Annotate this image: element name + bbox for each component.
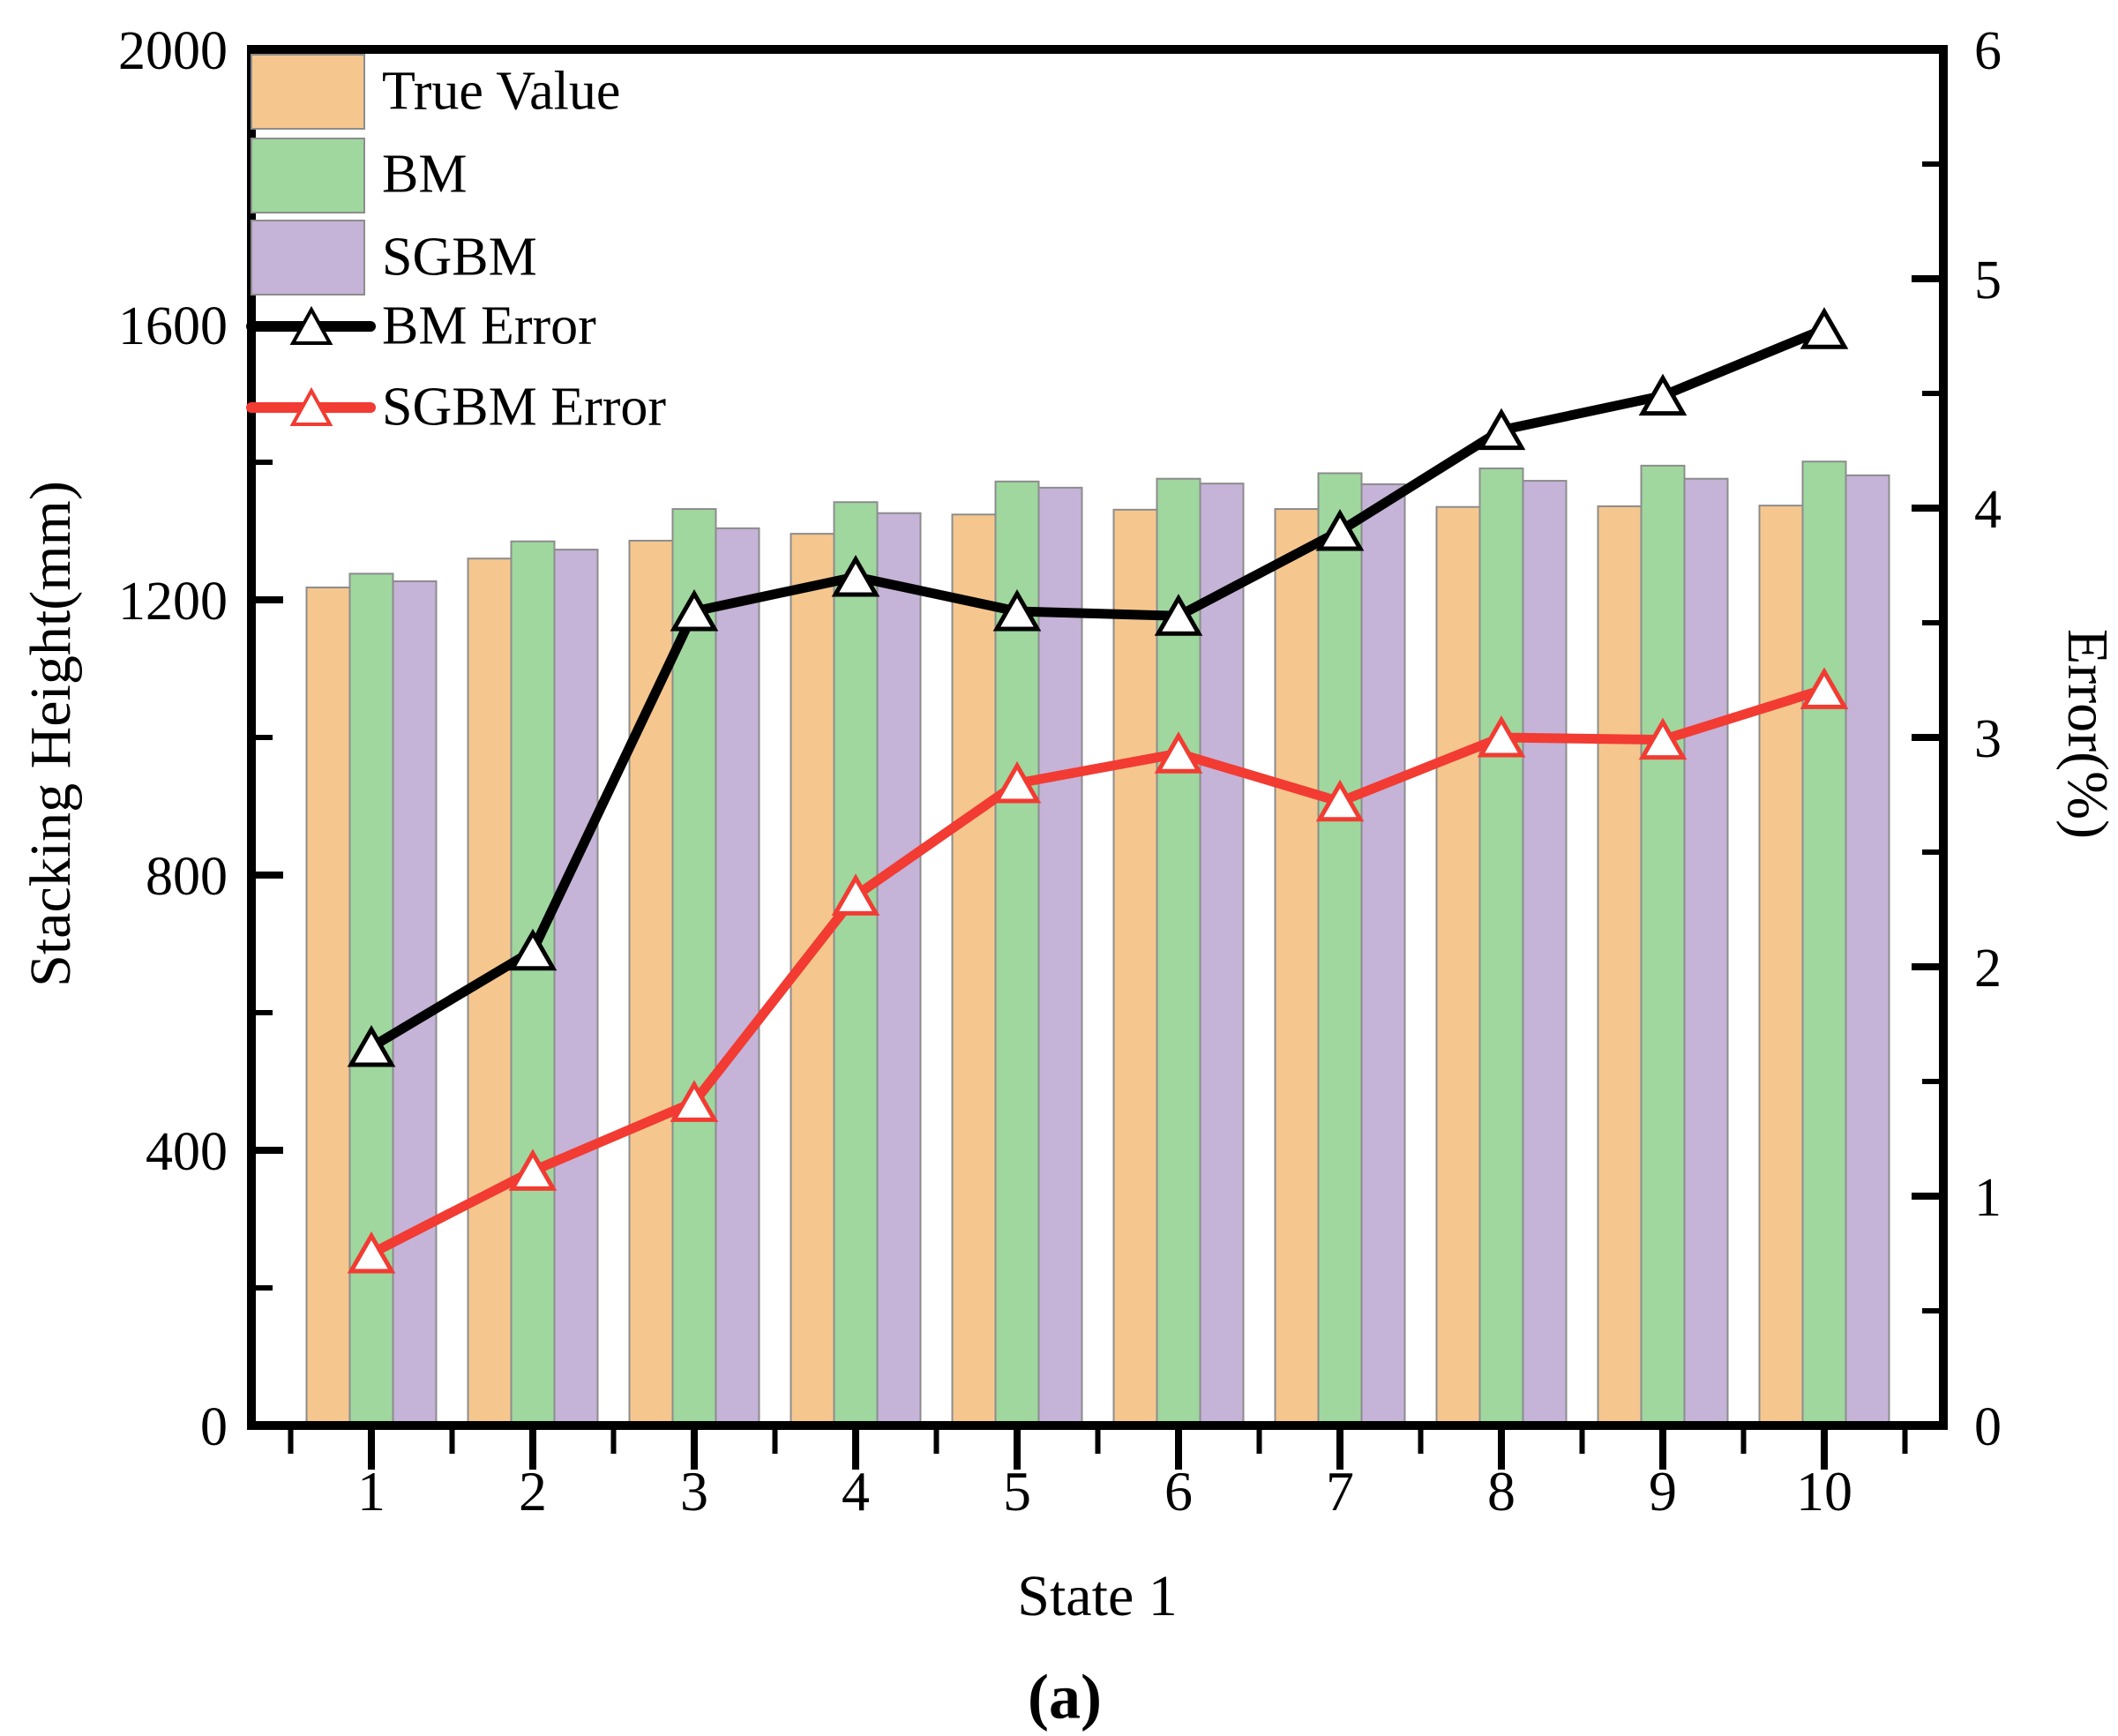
bar-true-value-1 (305, 586, 351, 1426)
bar-sgbm-7 (1360, 483, 1406, 1427)
bar-bm-7 (1317, 472, 1363, 1426)
legend-swatch-true-value (251, 54, 365, 130)
y-axis-title-right: Error(%) (2055, 628, 2118, 840)
y-axis-title-left: Stacking Height(mm) (19, 481, 83, 987)
right-tick-label: 5 (1974, 251, 2002, 311)
bar-true-value-4 (790, 533, 835, 1426)
legend-label-bm: BM (382, 144, 468, 205)
marker-sgbm-error-7 (1315, 779, 1365, 822)
marker-sgbm-error-5 (992, 760, 1042, 804)
marker-sgbm-error-6 (1154, 731, 1203, 774)
bar-sgbm-10 (1845, 474, 1890, 1427)
marker-sgbm-error-1 (347, 1231, 396, 1274)
bar-true-value-3 (628, 539, 674, 1426)
bar-sgbm-1 (392, 580, 438, 1426)
x-tick-label: 7 (1326, 1460, 1354, 1523)
bar-sgbm-8 (1522, 480, 1568, 1426)
bar-sgbm-4 (876, 512, 922, 1426)
bar-sgbm-2 (553, 549, 599, 1426)
x-tick-label: 6 (1164, 1460, 1193, 1523)
line-bm-error (366, 324, 1830, 1052)
marker-bm-error-9 (1638, 373, 1688, 416)
legend-label-sgbm-error: SGBM Error (382, 377, 667, 438)
left-tick-label: 0 (200, 1397, 228, 1457)
x-axis-title: State 1 (1017, 1564, 1178, 1628)
bar-sgbm-5 (1037, 486, 1083, 1426)
left-tick-label: 800 (146, 847, 228, 907)
right-tick-label: 3 (1974, 709, 2002, 769)
x-tick-label: 5 (1003, 1460, 1031, 1523)
plot-border (247, 45, 1948, 1430)
panel-label: (a) (1028, 1661, 1102, 1732)
marker-bm-error-5 (992, 588, 1042, 632)
right-tick-label: 6 (1974, 21, 2002, 81)
legend-marker-bm-error (289, 305, 333, 345)
bar-sgbm-9 (1683, 477, 1729, 1426)
marker-bm-error-10 (1800, 307, 1849, 349)
bar-bm-2 (510, 540, 556, 1426)
marker-sgbm-error-8 (1477, 715, 1526, 758)
x-tick-label: 3 (680, 1460, 708, 1523)
bar-bm-5 (994, 480, 1040, 1427)
x-tick-label: 4 (842, 1460, 870, 1523)
marker-bm-error-6 (1154, 594, 1203, 636)
marker-sgbm-error-4 (831, 873, 880, 916)
legend-swatch-bm (251, 138, 365, 213)
bar-bm-3 (671, 508, 717, 1426)
left-tick-label: 1600 (118, 296, 228, 356)
marker-bm-error-4 (831, 554, 880, 597)
bar-true-value-10 (1758, 505, 1804, 1426)
x-tick-label: 8 (1487, 1460, 1516, 1523)
bar-bm-4 (833, 501, 879, 1426)
right-tick-label: 2 (1974, 939, 2002, 999)
marker-bm-error-7 (1315, 508, 1365, 551)
x-tick-label: 10 (1796, 1460, 1852, 1523)
marker-bm-error-1 (347, 1024, 396, 1067)
marker-sgbm-error-10 (1800, 667, 1849, 709)
marker-bm-error-8 (1477, 408, 1526, 451)
bar-bm-10 (1801, 460, 1847, 1426)
marker-sgbm-error-9 (1638, 717, 1688, 760)
bar-bm-1 (348, 572, 394, 1426)
left-tick-label: 1200 (118, 572, 228, 632)
bar-true-value-7 (1274, 508, 1320, 1426)
legend-label-sgbm: SGBM (382, 227, 537, 288)
bar-true-value-5 (951, 513, 997, 1426)
x-tick-label: 1 (357, 1460, 385, 1523)
marker-sgbm-error-2 (508, 1149, 558, 1191)
x-tick-label: 9 (1649, 1460, 1677, 1523)
left-tick-label: 400 (146, 1122, 228, 1182)
x-tick-label: 2 (519, 1460, 547, 1523)
bar-true-value-8 (1435, 505, 1481, 1427)
right-tick-label: 4 (1974, 480, 2002, 540)
bar-true-value-6 (1112, 508, 1158, 1427)
line-sgbm-error (366, 684, 1830, 1259)
legend-marker-sgbm-error (289, 386, 333, 426)
bar-bm-8 (1478, 468, 1524, 1426)
legend-label-true-value: True Value (382, 61, 621, 122)
bar-sgbm-6 (1199, 483, 1245, 1426)
bar-true-value-9 (1597, 505, 1643, 1426)
marker-bm-error-3 (670, 588, 719, 632)
bar-bm-9 (1640, 464, 1686, 1426)
left-tick-label: 2000 (118, 21, 228, 81)
bar-true-value-2 (467, 557, 513, 1426)
bar-sgbm-3 (715, 527, 760, 1426)
right-tick-label: 1 (1974, 1168, 2002, 1228)
legend-swatch-sgbm (251, 220, 365, 296)
marker-bm-error-2 (508, 928, 558, 971)
legend-label-bm-error: BM Error (382, 296, 596, 356)
right-tick-label: 0 (1974, 1397, 2002, 1457)
marker-sgbm-error-3 (670, 1080, 719, 1122)
